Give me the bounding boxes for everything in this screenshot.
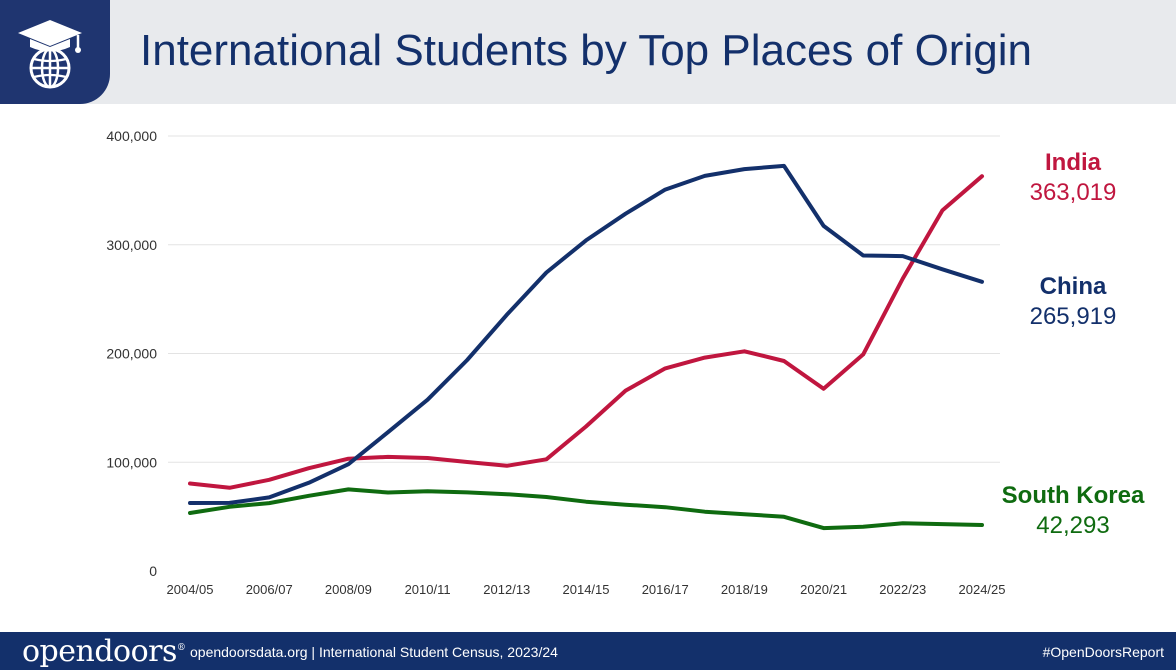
series-line-south-korea [188,487,984,531]
x-tick-label: 2014/15 [563,582,610,597]
source-note: opendoorsdata.org | International Studen… [190,644,558,660]
x-tick-label: 2024/25 [959,582,1006,597]
y-tick-label: 300,000 [106,237,157,253]
series-name: South Korea [1001,482,1145,509]
x-tick-label: 2022/23 [879,582,926,597]
y-tick-label: 200,000 [106,346,157,362]
x-tick-label: 2012/13 [483,582,530,597]
line-chart: 0 100,000 200,000 300,000 400,000 2004/05 2006… [106,128,1006,597]
y-tick-label: 100,000 [106,454,157,470]
series-name: India [1044,149,1101,176]
y-tick-label: 400,000 [106,128,157,144]
x-tick-label: 2006/07 [246,582,293,597]
footer: opendoors® opendoorsdata.org | Internati… [0,632,1176,670]
x-tick-label: 2010/11 [405,582,451,597]
y-tick-label: 0 [149,563,157,579]
x-tick-label: 2004/05 [167,582,214,597]
brand-logo: opendoors® [22,634,186,669]
logo-badge [0,0,110,104]
series-line-china [188,163,984,505]
x-tick-label: 2016/17 [642,582,689,597]
series-end-value: 265,919 [1029,303,1117,330]
series-end-label: South Korea 42,293 [973,481,1173,541]
hashtag: #OpenDoorsReport [1042,644,1164,660]
x-tick-label: 2020/21 [800,582,847,597]
graduation-globe-icon [18,20,82,89]
x-tick-label: 2018/19 [721,582,768,597]
series-end-value: 363,019 [1029,179,1117,206]
header: International Students by Top Places of … [0,0,1176,104]
series-end-label: China 265,919 [973,272,1173,332]
x-tick-label: 2008/09 [325,582,372,597]
series-end-label: India 363,019 [973,148,1173,208]
series-name: China [1039,273,1107,300]
series-line-india [188,174,984,490]
page-title: International Students by Top Places of … [140,26,1032,75]
series-end-value: 42,293 [1036,512,1110,539]
